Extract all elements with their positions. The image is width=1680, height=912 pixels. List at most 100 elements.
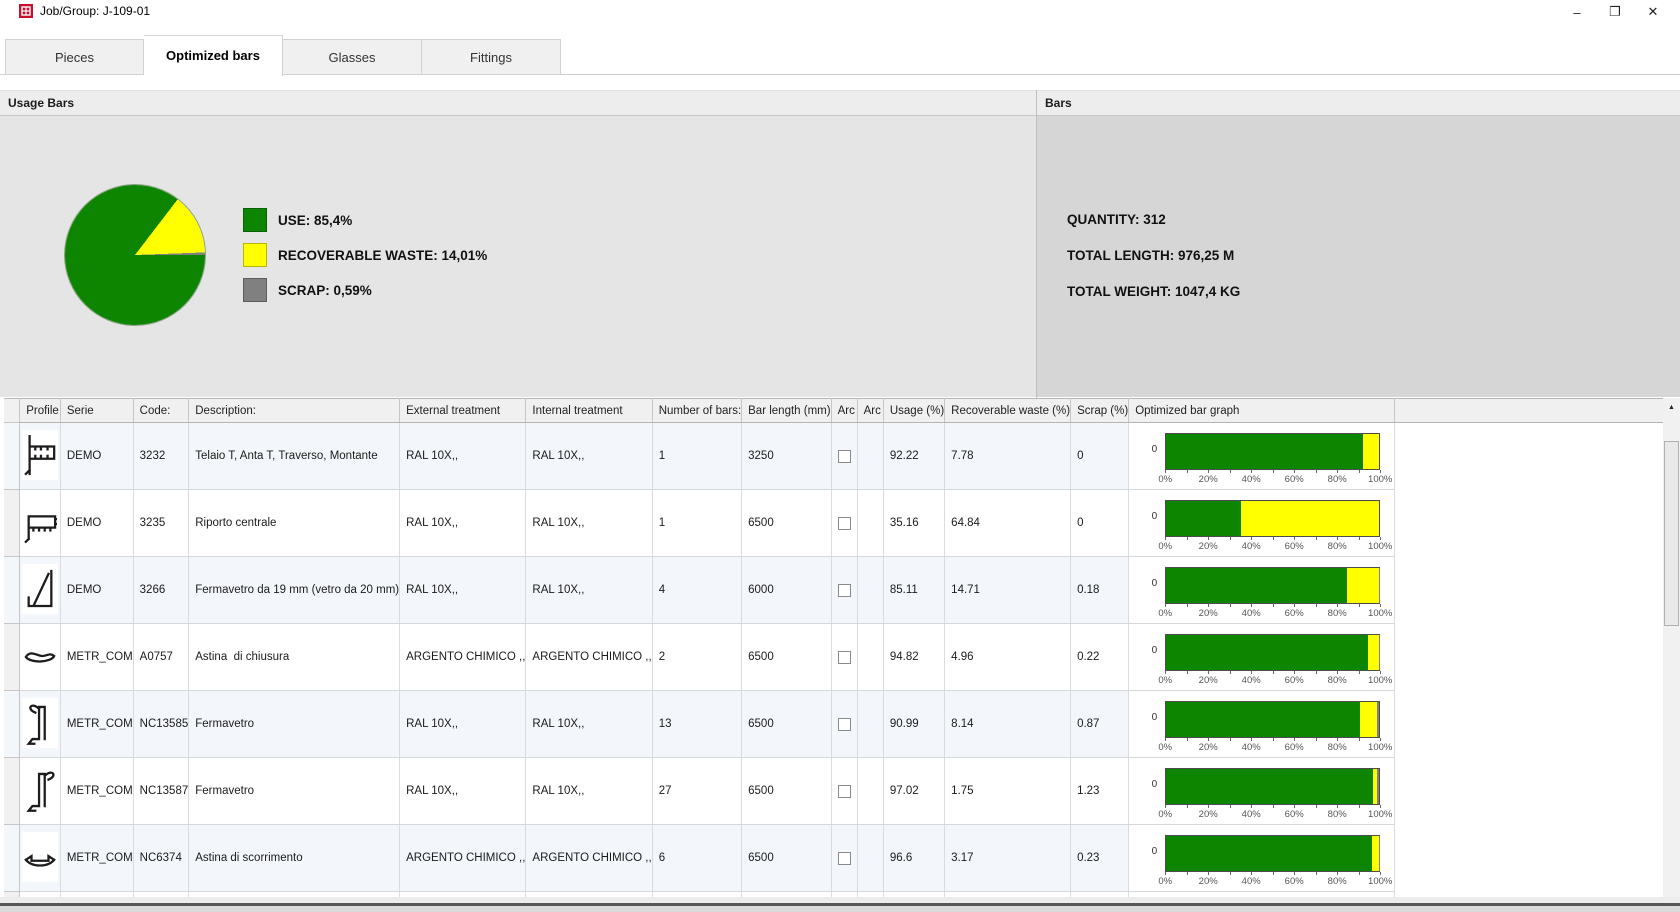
- table-row[interactable]: DEMO 3266 Fermavetro da 19 mm (vetro da 20…: [4, 556, 1663, 624]
- arc-checkbox[interactable]: [837, 851, 851, 865]
- axis-tick: [1315, 805, 1317, 808]
- description-cell: [188, 891, 401, 897]
- serie-cell: METR_COM: [60, 623, 134, 691]
- tab-fittings[interactable]: Fittings: [422, 39, 561, 75]
- bar-segment: [1166, 702, 1360, 737]
- axis-tick-label: 20%: [1198, 742, 1218, 753]
- column-header-recoverable-waste[interactable]: Recoverable waste (%): [944, 398, 1072, 423]
- arc-checkbox[interactable]: [837, 784, 851, 798]
- scrap-cell: 0.22: [1070, 623, 1130, 691]
- description-cell: Riporto centrale: [188, 489, 401, 557]
- restore-button[interactable]: ❐: [1609, 4, 1621, 19]
- bar-segment: [1368, 635, 1379, 670]
- description-cell: Fermavetro da 19 mm (vetro da 20 mm): [188, 556, 401, 624]
- column-header-serie[interactable]: Serie: [60, 398, 134, 423]
- mini-chart-y-label: 0: [1151, 511, 1158, 522]
- arc-checkbox[interactable]: [837, 650, 851, 664]
- close-button[interactable]: ✕: [1647, 4, 1659, 19]
- tab-optimized-bars[interactable]: Optimized bars: [144, 35, 283, 76]
- table-row[interactable]: METR_COM NC6374 Astina di scorrimento ARGEN…: [4, 824, 1663, 892]
- row-selector[interactable]: [4, 556, 21, 624]
- axis-tick: [1165, 537, 1167, 540]
- column-header-internal-treatment[interactable]: Internal treatment: [525, 398, 653, 423]
- table-row[interactable]: DEMO 3232 Telaio T, Anta T, Traverso, Mont…: [4, 422, 1663, 490]
- column-header-number-of-bars[interactable]: Number of bars:: [652, 398, 743, 423]
- stacked-bar: [1165, 433, 1381, 470]
- axis-tick: [1251, 470, 1253, 473]
- column-header-arc[interactable]: Arc: [857, 398, 884, 423]
- arc-checkbox[interactable]: [837, 449, 851, 463]
- column-header-optimized-bar-graph[interactable]: Optimized bar graph: [1128, 398, 1396, 423]
- axis-tick-label: 80%: [1327, 541, 1347, 552]
- row-selector[interactable]: [4, 623, 21, 691]
- scrap-cell: 0.18: [1070, 556, 1130, 624]
- row-selector[interactable]: [4, 824, 21, 892]
- bars-stat: QUANTITY: 312: [1067, 212, 1166, 227]
- column-header-scrap[interactable]: Scrap (%): [1070, 398, 1130, 423]
- vertical-scrollbar[interactable]: ▲: [1663, 398, 1680, 897]
- scroll-up-icon[interactable]: ▲: [1668, 403, 1675, 411]
- arc-checkbox[interactable]: [837, 583, 851, 597]
- number-of-bars-cell: 27: [652, 757, 743, 825]
- table-row[interactable]: METR_COM NC13587 Fermavetro RAL 10X,, RAL 10…: [4, 757, 1663, 825]
- bars-stat: TOTAL WEIGHT: 1047,4 KG: [1067, 284, 1241, 299]
- arc2-cell: [857, 690, 884, 758]
- column-header-profile[interactable]: Profile: [19, 398, 61, 423]
- scrap-cell: 0.87: [1070, 690, 1130, 758]
- column-header-external-treatment[interactable]: External treatment: [399, 398, 527, 423]
- axis-tick: [1229, 470, 1231, 473]
- axis-tick: [1229, 537, 1231, 540]
- axis-tick: [1294, 872, 1296, 875]
- axis-tick-label: 60%: [1284, 541, 1304, 552]
- column-header-code[interactable]: Code:: [133, 398, 190, 423]
- axis-tick: [1337, 805, 1339, 808]
- row-filler: [1394, 556, 1663, 624]
- code-cell: [133, 891, 190, 897]
- column-header-usage[interactable]: Usage (%): [883, 398, 946, 423]
- row-selector[interactable]: [4, 489, 21, 557]
- column-header-description[interactable]: Description:: [188, 398, 401, 423]
- axis-tick: [1358, 805, 1360, 808]
- row-selector-header[interactable]: [4, 398, 21, 423]
- internal-treatment-cell: RAL 10X,,: [525, 422, 653, 490]
- column-header-arc[interactable]: Arc: [831, 398, 858, 423]
- number-of-bars-cell: 2: [652, 623, 743, 691]
- axis-tick-label: 0%: [1158, 742, 1173, 753]
- mini-chart-y-label: 0: [1151, 645, 1158, 656]
- arc-checkbox[interactable]: [837, 717, 851, 731]
- axis-tick: [1315, 604, 1317, 607]
- axis-tick: [1294, 805, 1296, 808]
- optimized-bar-graph: 00%20%40%60%80%100%: [1129, 892, 1394, 897]
- mini-chart-y-label: 0: [1151, 846, 1158, 857]
- axis-tick: [1380, 671, 1382, 674]
- table-row[interactable]: METR_COM A0757 Astina di chiusura ARGENTO C…: [4, 623, 1663, 691]
- axis-tick-label: 100%: [1368, 876, 1393, 887]
- number-of-bars-cell: [652, 891, 743, 897]
- row-selector[interactable]: [4, 757, 21, 825]
- description-cell: Telaio T, Anta T, Traverso, Montante: [188, 422, 401, 490]
- scrollbar-thumb[interactable]: [1664, 441, 1679, 626]
- recoverable-waste-cell: 64.84: [944, 489, 1072, 557]
- tab-pieces[interactable]: Pieces: [5, 39, 144, 75]
- arc-checkbox[interactable]: [837, 516, 851, 530]
- table-row-partial[interactable]: 00%20%40%60%80%100%: [4, 891, 1663, 897]
- arc-cell: [831, 489, 858, 557]
- axis-tick-label: 60%: [1284, 474, 1304, 485]
- tab-glasses[interactable]: Glasses: [283, 39, 422, 75]
- bar-length-cell: 6500: [741, 690, 832, 758]
- optimized-bar-graph-cell: 0 0% 20% 40% 60% 80% 100%: [1128, 489, 1396, 557]
- profile-3266-icon: [22, 564, 59, 614]
- number-of-bars-cell: 6: [652, 824, 743, 892]
- arc2-cell: [857, 757, 884, 825]
- row-filler: [1394, 623, 1663, 691]
- table-row[interactable]: METR_COM NC13585 Fermavetro RAL 10X,, RAL 10…: [4, 690, 1663, 758]
- axis-tick: [1272, 671, 1274, 674]
- column-header-bar-length-mm[interactable]: Bar length (mm): [741, 398, 832, 423]
- row-filler: [1394, 757, 1663, 825]
- row-selector[interactable]: [4, 422, 21, 490]
- minimize-button[interactable]: –: [1573, 4, 1581, 20]
- row-filler: [1394, 824, 1663, 892]
- table-row[interactable]: DEMO 3235 Riporto centrale RAL 10X,, RAL 10X…: [4, 489, 1663, 557]
- row-selector[interactable]: [4, 690, 21, 758]
- usage-cell: 90.99: [883, 690, 946, 758]
